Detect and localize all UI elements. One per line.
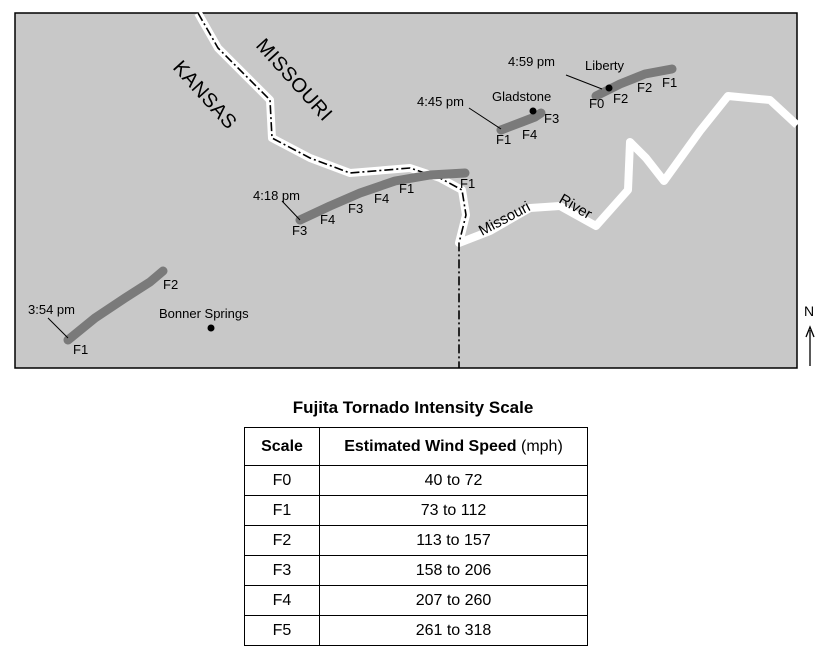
table-row: F1 73 to 112	[244, 495, 588, 526]
header-speed-label: Estimated Wind Speed	[344, 437, 517, 455]
tornado-track-3	[496, 108, 546, 135]
table-title: Fujita Tornado Intensity Scale	[292, 398, 534, 417]
table-header-row: Scale Estimated Wind Speed (mph)	[244, 427, 588, 466]
tornado-track-2	[295, 168, 470, 225]
leader-line-1	[47, 317, 69, 339]
tornado-track-1	[63, 266, 168, 345]
table-row: F4 207 to 260	[244, 585, 588, 616]
cell-scale: F3	[244, 555, 320, 586]
cell-scale: F5	[244, 615, 320, 646]
table-row: F3 158 to 206	[244, 555, 588, 586]
town-label-bonner-springs: Bonner Springs	[159, 306, 249, 321]
rating-label: F3	[348, 201, 363, 216]
rating-label: F1	[662, 75, 677, 90]
cell-speed: 113 to 157	[319, 525, 588, 556]
rating-label: F1	[73, 342, 88, 357]
cell-scale: F1	[244, 495, 320, 526]
cell-scale: F4	[244, 585, 320, 616]
rating-label: F4	[522, 127, 537, 142]
north-arrow-icon	[805, 325, 815, 366]
town-dot-liberty	[605, 84, 613, 92]
header-scale: Scale	[244, 427, 320, 466]
rating-label: F3	[292, 223, 307, 238]
time-label-4: 4:59 pm	[508, 54, 555, 69]
town-label-gladstone: Gladstone	[492, 89, 551, 104]
table-row: F0 40 to 72	[244, 465, 588, 496]
rating-label: F2	[163, 277, 178, 292]
cell-speed: 207 to 260	[319, 585, 588, 616]
rating-label: F1	[460, 176, 475, 191]
cell-speed: 73 to 112	[319, 495, 588, 526]
cell-speed: 261 to 318	[319, 615, 588, 646]
town-dot-bonner-springs	[207, 324, 215, 332]
cell-scale: F0	[244, 465, 320, 496]
cell-speed: 158 to 206	[319, 555, 588, 586]
leader-line-4	[565, 74, 603, 90]
rating-label: F3	[544, 111, 559, 126]
time-label-1: 3:54 pm	[28, 302, 75, 317]
rating-label: F2	[613, 91, 628, 106]
rating-label: F1	[399, 181, 414, 196]
rating-label: F2	[637, 80, 652, 95]
leader-line-2	[281, 200, 301, 221]
time-label-3: 4:45 pm	[417, 94, 464, 109]
fujita-scale-table: Scale Estimated Wind Speed (mph) F0 40 t…	[244, 427, 588, 646]
rating-label: F4	[320, 212, 335, 227]
rating-label: F4	[374, 191, 389, 206]
missouri-river	[194, 11, 800, 247]
rating-label: F0	[589, 96, 604, 111]
leader-line-3	[468, 107, 502, 130]
cell-speed: 40 to 72	[319, 465, 588, 496]
tornado-map: KANSAS MISSOURI Missouri River 3:54 pm 4…	[14, 11, 815, 369]
town-label-liberty: Liberty	[585, 58, 625, 73]
north-label: N	[804, 303, 814, 319]
header-speed: Estimated Wind Speed (mph)	[319, 427, 588, 466]
state-border	[197, 12, 467, 368]
cell-scale: F2	[244, 525, 320, 556]
table-row: F5 261 to 318	[244, 615, 588, 646]
town-dot-gladstone	[529, 107, 537, 115]
time-label-2: 4:18 pm	[253, 188, 300, 203]
rating-label: F1	[496, 132, 511, 147]
table-row: F2 113 to 157	[244, 525, 588, 556]
header-speed-unit: (mph)	[521, 437, 563, 455]
